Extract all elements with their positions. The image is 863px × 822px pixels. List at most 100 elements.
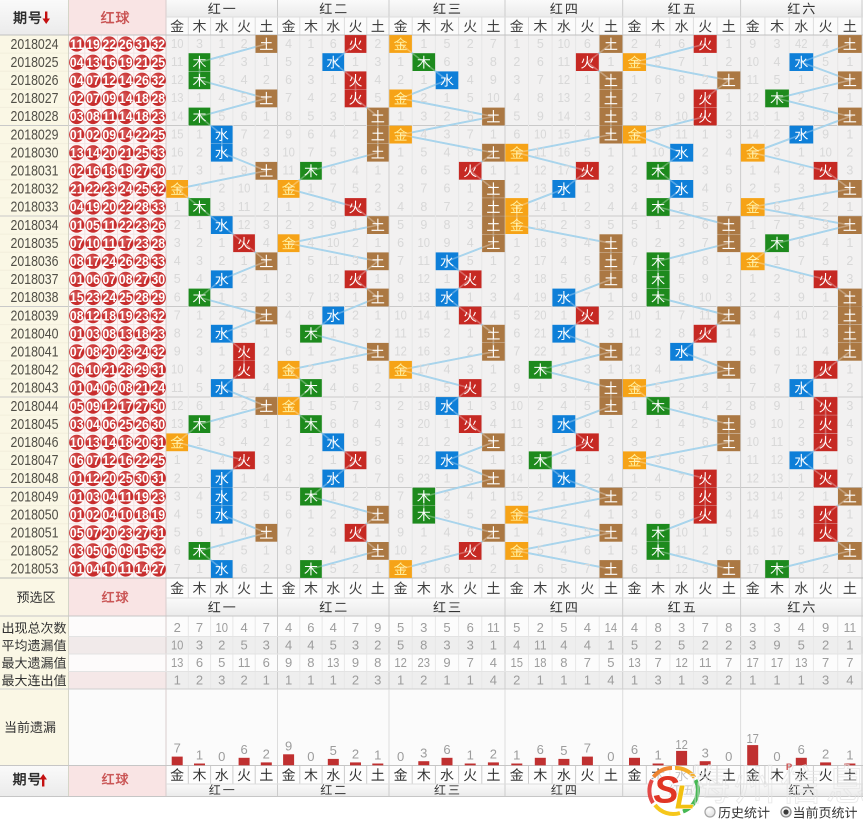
svg-text:5: 5 xyxy=(330,637,337,652)
svg-text:18: 18 xyxy=(119,435,133,450)
svg-text:5: 5 xyxy=(822,55,829,69)
svg-text:2018027: 2018027 xyxy=(11,90,59,107)
svg-text:5: 5 xyxy=(285,327,292,341)
svg-text:30: 30 xyxy=(151,272,165,287)
svg-text:2: 2 xyxy=(241,37,248,51)
svg-text:1: 1 xyxy=(513,236,520,250)
svg-text:2: 2 xyxy=(607,164,614,178)
svg-text:2: 2 xyxy=(749,182,756,196)
svg-text:11: 11 xyxy=(119,562,133,577)
svg-text:32: 32 xyxy=(151,544,165,559)
svg-text:2: 2 xyxy=(631,37,638,51)
svg-text:09: 09 xyxy=(86,399,100,414)
svg-text:11: 11 xyxy=(699,308,712,322)
svg-text:1: 1 xyxy=(241,381,248,395)
svg-text:6: 6 xyxy=(513,327,520,341)
svg-text:12: 12 xyxy=(102,453,116,468)
svg-text:24: 24 xyxy=(135,345,149,360)
svg-text:5: 5 xyxy=(798,544,805,558)
svg-text:2: 2 xyxy=(798,417,805,431)
svg-text:9: 9 xyxy=(241,164,248,178)
svg-text:06: 06 xyxy=(102,544,116,559)
svg-text:4: 4 xyxy=(725,508,732,522)
svg-text:1: 1 xyxy=(352,218,359,232)
svg-text:3: 3 xyxy=(749,308,756,322)
svg-text:1: 1 xyxy=(352,471,359,485)
svg-text:5: 5 xyxy=(174,526,181,540)
svg-text:5: 5 xyxy=(330,743,337,758)
svg-text:11: 11 xyxy=(699,655,712,670)
svg-text:26: 26 xyxy=(119,254,133,269)
svg-text:6: 6 xyxy=(241,562,248,576)
svg-text:2: 2 xyxy=(374,637,381,652)
svg-text:14: 14 xyxy=(511,471,524,485)
svg-text:31: 31 xyxy=(151,471,165,486)
svg-text:9: 9 xyxy=(330,218,337,232)
svg-text:7: 7 xyxy=(174,308,181,322)
svg-text:31: 31 xyxy=(135,37,149,52)
svg-text:5: 5 xyxy=(352,363,359,377)
svg-text:1: 1 xyxy=(607,508,614,522)
svg-text:4: 4 xyxy=(263,471,270,485)
svg-text:4: 4 xyxy=(467,236,474,250)
svg-text:3: 3 xyxy=(467,363,474,377)
svg-text:8: 8 xyxy=(490,55,497,69)
svg-text:5: 5 xyxy=(307,109,314,123)
svg-text:16: 16 xyxy=(771,526,784,540)
svg-text:15: 15 xyxy=(135,544,149,559)
svg-text:9: 9 xyxy=(513,381,520,395)
svg-text:9: 9 xyxy=(822,127,829,141)
svg-text:9: 9 xyxy=(285,127,292,141)
svg-text:6: 6 xyxy=(397,236,404,250)
svg-text:6: 6 xyxy=(285,345,292,359)
svg-text:11: 11 xyxy=(119,489,133,504)
svg-text:2018028: 2018028 xyxy=(11,108,59,125)
svg-text:8: 8 xyxy=(537,91,544,105)
svg-text:17: 17 xyxy=(746,655,759,670)
svg-text:4: 4 xyxy=(307,236,314,250)
svg-text:20: 20 xyxy=(102,145,116,160)
svg-text:29: 29 xyxy=(135,363,149,378)
svg-text:32: 32 xyxy=(151,308,165,323)
svg-text:12: 12 xyxy=(795,345,808,359)
svg-text:5: 5 xyxy=(774,327,781,341)
svg-text:16: 16 xyxy=(171,146,184,160)
svg-text:1: 1 xyxy=(584,182,591,196)
svg-text:13: 13 xyxy=(746,109,759,123)
svg-text:2018024: 2018024 xyxy=(11,36,59,53)
svg-text:11: 11 xyxy=(534,637,547,652)
svg-text:32: 32 xyxy=(151,182,165,197)
svg-text:04: 04 xyxy=(70,55,84,70)
svg-text:1: 1 xyxy=(725,37,732,51)
svg-text:3: 3 xyxy=(352,637,359,652)
svg-text:2: 2 xyxy=(560,218,567,232)
svg-text:9: 9 xyxy=(444,236,451,250)
svg-text:4: 4 xyxy=(285,37,292,51)
svg-text:31: 31 xyxy=(151,526,165,541)
svg-text:1: 1 xyxy=(607,637,614,652)
svg-text:1: 1 xyxy=(241,254,248,268)
svg-text:1: 1 xyxy=(607,363,614,377)
svg-text:14: 14 xyxy=(534,200,547,214)
svg-text:1: 1 xyxy=(218,236,225,250)
svg-text:8: 8 xyxy=(307,308,314,322)
svg-text:5: 5 xyxy=(444,381,451,395)
svg-text:3: 3 xyxy=(307,544,314,558)
svg-text:5: 5 xyxy=(513,109,520,123)
svg-text:17: 17 xyxy=(771,655,784,670)
svg-text:2: 2 xyxy=(196,327,203,341)
svg-text:04: 04 xyxy=(102,489,116,504)
svg-text:1: 1 xyxy=(678,200,685,214)
svg-text:3: 3 xyxy=(285,453,292,467)
svg-text:4: 4 xyxy=(174,508,181,522)
svg-text:1: 1 xyxy=(263,55,270,69)
svg-text:1: 1 xyxy=(196,562,203,576)
svg-text:2: 2 xyxy=(352,308,359,322)
svg-text:5: 5 xyxy=(749,345,756,359)
svg-text:30: 30 xyxy=(135,471,149,486)
svg-text:2018051: 2018051 xyxy=(11,525,59,542)
svg-text:10: 10 xyxy=(771,417,784,431)
svg-text:10: 10 xyxy=(394,544,407,558)
svg-text:4: 4 xyxy=(513,91,520,105)
svg-text:3: 3 xyxy=(584,489,591,503)
